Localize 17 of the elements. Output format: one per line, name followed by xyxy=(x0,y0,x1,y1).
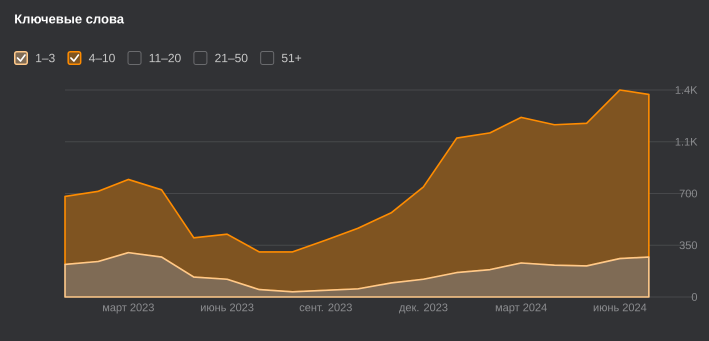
legend-label: 11–20 xyxy=(150,54,181,62)
x-tick-label: март 2024 xyxy=(496,304,547,314)
legend-label: 51+ xyxy=(282,54,302,62)
legend-label: 21–50 xyxy=(215,54,248,62)
y-tick-label: 700 xyxy=(680,190,698,198)
legend-label: 4–10 xyxy=(88,54,115,62)
x-tick-label: март 2023 xyxy=(103,304,154,314)
y-tick-label: 0 xyxy=(692,293,698,301)
y-tick-label: 350 xyxy=(680,241,698,250)
x-tick-label: дек. 2023 xyxy=(399,304,448,314)
x-tick-label: июнь 2023 xyxy=(200,304,254,312)
x-tick-label: сент. 2023 xyxy=(300,304,352,312)
y-tick-label: 1.4K xyxy=(676,86,698,94)
x-tick-label: июнь 2024 xyxy=(594,304,646,312)
y-tick-label: 1.1K xyxy=(676,138,698,146)
legend-label: 1–3 xyxy=(36,54,55,62)
chart-title: Ключевые слова xyxy=(15,14,124,24)
